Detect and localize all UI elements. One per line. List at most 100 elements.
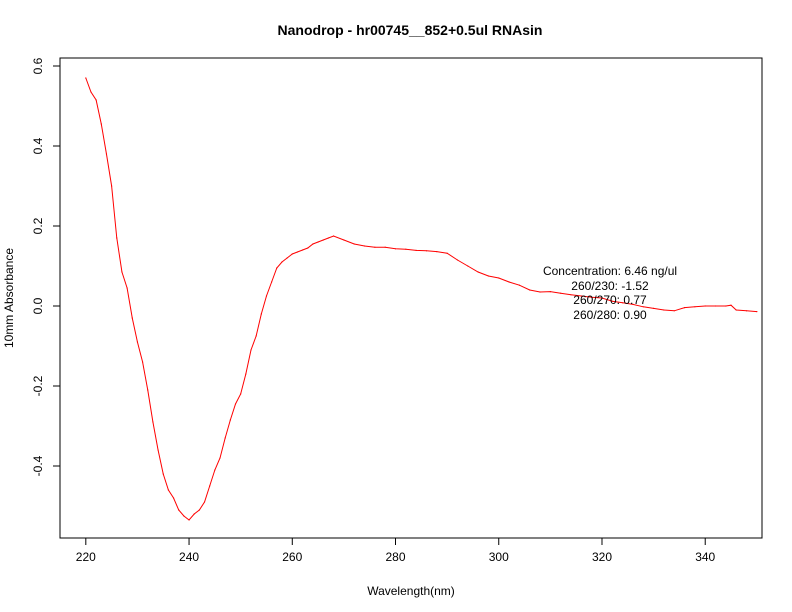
- data-point: [446, 252, 448, 254]
- y-tick-label: 0.0: [31, 297, 45, 314]
- data-point: [353, 243, 355, 245]
- x-tick-label: 320: [592, 550, 612, 564]
- data-point: [312, 243, 314, 245]
- data-point: [622, 302, 624, 304]
- data-point: [224, 437, 226, 439]
- data-point: [121, 271, 123, 273]
- data-point: [291, 253, 293, 255]
- data-point: [539, 291, 541, 293]
- data-point: [271, 281, 273, 283]
- data-point: [611, 300, 613, 302]
- data-point: [95, 99, 97, 101]
- data-point: [255, 335, 257, 337]
- data-point: [90, 91, 92, 93]
- data-point: [147, 389, 149, 391]
- data-point: [302, 249, 304, 251]
- data-point: [167, 489, 169, 491]
- data-point: [498, 277, 500, 279]
- x-tick-label: 280: [385, 550, 405, 564]
- data-point: [229, 419, 231, 421]
- concentration-annotation: Concentration: 6.46 ng/ul: [543, 264, 677, 278]
- data-point: [172, 497, 175, 499]
- data-point: [317, 241, 319, 243]
- data-point: [152, 421, 154, 423]
- data-point: [601, 297, 603, 299]
- data-point: [183, 515, 185, 517]
- data-point: [730, 304, 732, 306]
- data-point: [131, 317, 133, 319]
- data-point: [632, 303, 634, 305]
- x-tick-label: 300: [489, 550, 509, 564]
- data-point: [188, 519, 190, 521]
- data-point: [276, 267, 278, 269]
- x-axis: 220 240 260 280 300 320 340: [76, 538, 716, 564]
- data-point: [136, 341, 139, 343]
- data-point: [529, 289, 531, 291]
- data-point: [694, 306, 696, 308]
- data-point: [296, 251, 299, 253]
- data-point: [580, 295, 582, 297]
- data-point: [570, 294, 572, 296]
- data-point: [456, 259, 459, 261]
- data-point: [673, 310, 675, 312]
- absorbance-series-points: [85, 77, 758, 521]
- data-point: [332, 235, 335, 237]
- data-point: [178, 509, 180, 511]
- data-point: [415, 249, 417, 251]
- data-point: [663, 309, 665, 311]
- data-point: [157, 449, 159, 451]
- data-point: [203, 501, 206, 503]
- data-point: [477, 271, 479, 273]
- data-point: [714, 305, 717, 307]
- data-point: [518, 284, 520, 286]
- data-point: [508, 281, 510, 283]
- data-point: [704, 305, 706, 307]
- plot-frame: [59, 57, 763, 539]
- x-tick-label: 260: [282, 550, 302, 564]
- data-point: [105, 153, 108, 155]
- data-point: [198, 509, 200, 511]
- y-tick-label: -0.4: [31, 455, 45, 476]
- data-point: [725, 305, 727, 307]
- y-axis: -0.4 -0.2 0.0 0.2 0.4 0.6: [31, 57, 60, 476]
- ratio-260-230-annotation: 260/230: -1.52: [571, 279, 649, 293]
- data-point: [214, 469, 216, 471]
- data-point: [322, 239, 324, 241]
- data-point: [735, 309, 737, 311]
- x-tick-label: 340: [695, 550, 715, 564]
- data-point: [250, 349, 252, 351]
- data-point: [425, 250, 428, 252]
- data-point: [116, 237, 118, 239]
- data-point: [363, 245, 366, 247]
- data-point: [756, 311, 758, 313]
- ratio-260-280-annotation: 260/280: 0.90: [573, 308, 647, 322]
- y-tick-label: 0.6: [31, 57, 45, 74]
- data-point: [327, 237, 330, 239]
- data-point: [193, 513, 195, 515]
- y-tick-label: -0.2: [31, 375, 45, 396]
- y-tick-label: 0.4: [31, 137, 45, 154]
- data-point: [85, 77, 87, 79]
- data-point: [560, 292, 562, 294]
- data-point: [245, 373, 247, 375]
- x-tick-label: 240: [179, 550, 199, 564]
- data-point: [281, 261, 283, 263]
- data-point: [467, 265, 469, 267]
- data-point: [219, 457, 221, 459]
- data-point: [549, 291, 551, 293]
- data-point: [394, 248, 397, 250]
- data-point: [683, 307, 686, 309]
- data-point: [405, 248, 407, 250]
- data-point: [162, 473, 164, 475]
- y-axis-label: 10mm Absorbance: [2, 248, 16, 348]
- data-point: [591, 296, 593, 298]
- data-point: [209, 485, 211, 487]
- data-point: [234, 403, 237, 405]
- y-tick-label: 0.2: [31, 217, 45, 234]
- x-tick-label: 220: [76, 550, 96, 564]
- data-point: [286, 257, 288, 259]
- data-point: [260, 313, 262, 315]
- data-point: [265, 295, 268, 297]
